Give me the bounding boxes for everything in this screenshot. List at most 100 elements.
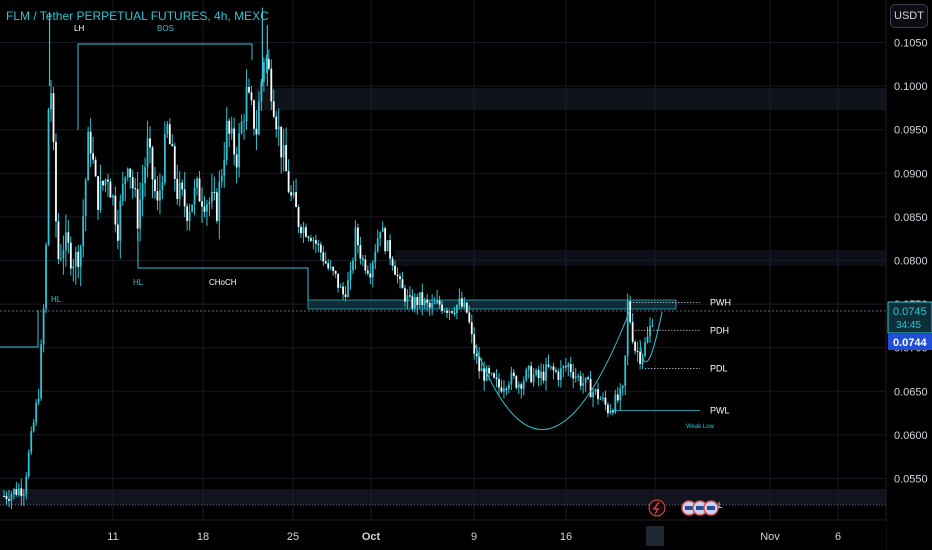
candle-body [144, 167, 146, 184]
candle-body [191, 204, 193, 212]
candle-body [567, 364, 570, 368]
candle-body [503, 388, 505, 392]
candle-body [624, 355, 627, 386]
candle-body [159, 190, 161, 201]
candle-body [322, 252, 325, 262]
candle-body [510, 372, 513, 385]
candle-body [225, 120, 228, 160]
candle-body [604, 397, 607, 405]
candle-body [438, 300, 441, 305]
x-tick-label: 25 [287, 531, 299, 543]
candle-body [646, 336, 649, 343]
candle-body [475, 353, 478, 357]
x-tick-label: Oct [362, 531, 381, 543]
candle-body [243, 121, 245, 123]
y-tick-label: 0.0600 [894, 430, 928, 442]
candle-body [218, 181, 221, 221]
candle-body [458, 298, 461, 306]
structure-label: HL [133, 278, 144, 287]
y-tick-label: 0.0950 [894, 125, 928, 137]
candle-body [324, 261, 327, 264]
candle-body [557, 371, 560, 380]
candle-body [178, 182, 181, 199]
candle-body [433, 303, 436, 305]
y-tick-label: 0.1000 [894, 81, 928, 93]
candle-body [562, 366, 565, 369]
candle-body [614, 394, 617, 413]
candle-body [166, 124, 169, 135]
candle-body [196, 178, 198, 188]
candle-body [62, 250, 65, 259]
candle-body [589, 378, 592, 398]
candle-body [480, 368, 483, 372]
candle-body [20, 488, 23, 496]
candle-body [35, 402, 38, 423]
candle-body [198, 178, 201, 202]
candle-body [131, 177, 134, 189]
candle-body [572, 371, 575, 379]
candle-body [52, 93, 55, 142]
candle-body [436, 300, 439, 304]
candle-body [401, 279, 404, 289]
bar-countdown: 34:45 [896, 320, 921, 331]
candle-body [621, 385, 624, 389]
candle-body [206, 204, 208, 212]
candle-body [87, 131, 90, 181]
time-axis[interactable]: 111825Oct91623Nov6 [0, 519, 886, 550]
candle-body [104, 179, 107, 186]
candle-body [84, 180, 87, 217]
candle-body [639, 351, 641, 364]
candle-body [530, 365, 533, 383]
time-axis-background [0, 520, 886, 550]
candle-body [564, 366, 567, 368]
level-label-pwh: PWH [710, 297, 731, 307]
candle-body [389, 240, 391, 259]
weak-low-label: Weak Low [686, 424, 715, 430]
candle-body [339, 286, 342, 288]
candle-body [559, 368, 562, 380]
candle-body [644, 342, 646, 356]
candle-body [406, 295, 409, 302]
candle-body [211, 191, 213, 202]
candle-body [151, 147, 154, 180]
candle-body [277, 126, 280, 130]
candle-body [448, 311, 451, 313]
candle-body [616, 394, 619, 401]
candle-body [72, 266, 75, 269]
x-tick-label: 11 [107, 531, 118, 543]
crosshair-price-tag [888, 334, 932, 350]
x-tick-label: 9 [471, 531, 477, 543]
candle-body [168, 124, 171, 145]
candle-body [208, 201, 211, 205]
candle-body [607, 404, 609, 414]
price-axis[interactable]: 0.1050 0.1000 0.0950 0.0900 0.0850 0.0800 0.07… [885, 0, 932, 550]
candle-body [292, 192, 295, 196]
candle-body [651, 325, 654, 327]
candle-body [319, 244, 322, 253]
candle-body [297, 206, 300, 227]
currency-button[interactable]: USDT [890, 4, 928, 28]
candle-body [525, 369, 528, 381]
supply-zone [255, 88, 886, 110]
candle-body [334, 271, 337, 274]
candle-body [537, 370, 540, 379]
candle-body [413, 296, 416, 309]
chart-icons [648, 499, 719, 517]
time-cursor-box [646, 526, 664, 546]
candle-body [505, 388, 508, 390]
candle-body [290, 192, 292, 196]
candle-body [300, 226, 302, 234]
candle-body [545, 364, 547, 381]
candle-body [337, 273, 340, 288]
y-tick-label: 0.1050 [894, 38, 928, 50]
candle-body [181, 182, 184, 190]
candle-body [255, 128, 258, 135]
candle-body [314, 240, 317, 244]
candle-body [45, 244, 47, 309]
candle-body [456, 305, 458, 314]
candle-body [186, 206, 189, 221]
candle-body [94, 159, 97, 177]
candle-body [203, 206, 206, 212]
candle-body [235, 154, 238, 168]
